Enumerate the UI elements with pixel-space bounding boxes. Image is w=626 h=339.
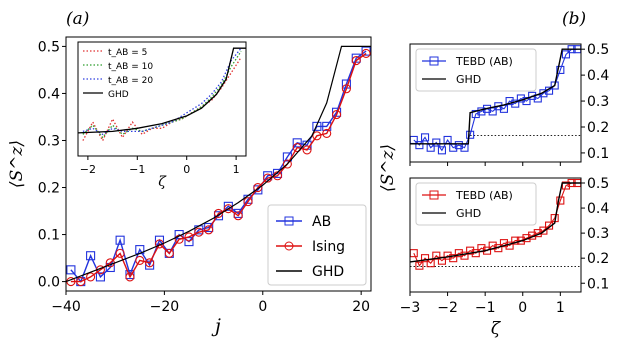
b-top-ytick-label: 0.5	[587, 42, 609, 58]
b-bottom-ytick-label: 0.5	[587, 176, 609, 192]
a-inset-xtick-label: 1	[233, 163, 240, 176]
a-inset-xtick-label: −2	[80, 163, 96, 176]
a-inset-xtick-label: −1	[129, 163, 145, 176]
b-bottom-xtick-label: 1	[556, 300, 565, 316]
a-main-ylabel: ⟨S^z⟩	[7, 140, 27, 188]
b-bottom-xtick-label: −1	[475, 300, 496, 316]
chart-a-inset: −2 −1 0 1 ζ t_AB = 5 t_AB = 10 t_AB = 20 GHD	[78, 42, 246, 190]
panel-label-a: (a)	[66, 9, 89, 29]
b-bottom-xtick-label: −2	[437, 300, 458, 316]
b-bottom-xtick-label: 0	[518, 300, 527, 316]
a-main-ytick-label: 0.1	[38, 228, 60, 244]
a-main-ytick-label: 0.0	[38, 275, 60, 291]
b-bottom-ytick-label: 0.2	[587, 251, 609, 267]
b-bottom-legend-label: GHD	[456, 207, 481, 220]
chart-b-bottom: −3 −2 −1 0 1 0.1 0.2 0.3 0.4 0.5 TEBD (AB) GHD ζ	[400, 176, 610, 339]
b-top-legend-label: TEBD (AB)	[455, 55, 513, 68]
a-inset-legend-label: GHD	[108, 90, 129, 100]
b-bottom-tebd-point	[410, 250, 417, 257]
a-main-ytick-label: 0.3	[38, 134, 60, 150]
b-bottom-xtick-label: −3	[400, 300, 421, 316]
a-main-ytick-label: 0.5	[38, 39, 60, 55]
panel-label-b: (b)	[562, 9, 586, 29]
a-inset-legend-label: t_AB = 10	[108, 62, 153, 72]
a-main-xtick-label: 20	[352, 299, 370, 315]
chart-b-top: 0.1 0.2 0.3 0.4 0.5 TEBD (AB) GHD ⟨S^z⟩	[378, 42, 609, 192]
a-main-xtick-label: −40	[51, 299, 81, 315]
b-bottom-ytick-label: 0.3	[587, 226, 609, 242]
a-inset-legend-label: t_AB = 20	[108, 76, 153, 86]
b-bottom-legend-label: TEBD (AB)	[455, 189, 513, 202]
a-main-legend-label: Ising	[312, 239, 345, 255]
b-top-ytick-label: 0.1	[587, 146, 609, 162]
b-top-ylabel: ⟨S^z⟩	[378, 144, 398, 192]
b-top-legend-label: GHD	[456, 73, 481, 86]
b-top-ytick-label: 0.4	[587, 68, 609, 84]
b-top-ytick-label: 0.2	[587, 120, 609, 136]
a-inset-xlabel: ζ	[158, 174, 167, 190]
a-main-legend-label: AB	[312, 214, 331, 230]
a-main-legend-label: GHD	[312, 264, 344, 280]
a-inset-legend-label: t_AB = 5	[108, 48, 147, 58]
a-main-ytick-label: 0.4	[38, 86, 60, 102]
b-top-ytick-label: 0.3	[587, 94, 609, 110]
a-inset-xtick-label: 0	[183, 163, 190, 176]
b-bottom-ytick-label: 0.1	[587, 276, 609, 292]
a-inset-bg	[78, 42, 246, 156]
b-bottom-xlabel: ζ	[491, 319, 502, 339]
a-main-ytick-label: 0.2	[38, 181, 60, 197]
a-main-xtick-label: −20	[150, 299, 180, 315]
a-main-xlabel: j	[211, 315, 221, 337]
b-bottom-ytick-label: 0.4	[587, 201, 609, 217]
a-main-xtick-label: 0	[258, 299, 267, 315]
